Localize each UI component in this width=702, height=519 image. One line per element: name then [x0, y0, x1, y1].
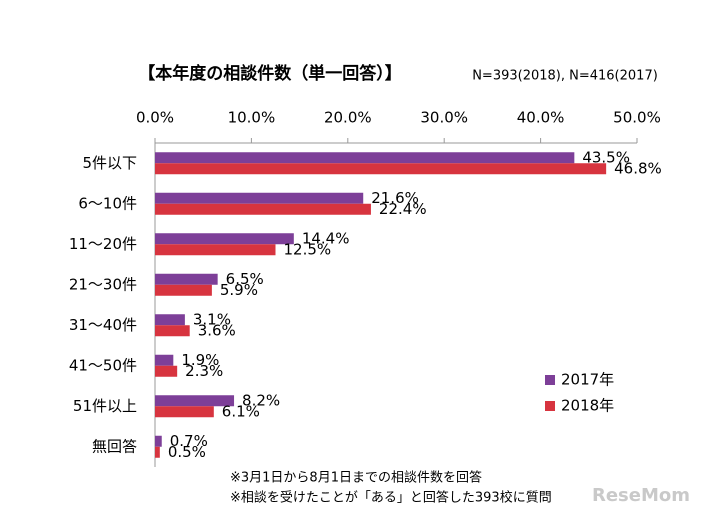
value-label: 21.6% — [371, 189, 419, 207]
y-tick-label: 21～30件 — [69, 275, 137, 293]
value-label: 6.1% — [222, 402, 260, 420]
y-tick-label: 6～10件 — [78, 194, 137, 212]
value-label: 6.5% — [226, 270, 264, 288]
bar — [155, 365, 178, 377]
bar — [155, 273, 218, 285]
value-label: 14.4% — [302, 229, 350, 247]
y-tick-label: 11～20件 — [69, 235, 137, 253]
value-label: 1.9% — [181, 351, 219, 369]
value-label: 22.4% — [379, 200, 427, 218]
bar — [155, 325, 190, 337]
y-tick-label: 41～50件 — [69, 356, 137, 374]
value-label: 0.5% — [168, 443, 206, 461]
value-label: 5.9% — [220, 281, 258, 299]
legend-swatch — [545, 375, 555, 385]
watermark: ReseMom — [592, 485, 690, 506]
x-tick-label: 0.0% — [136, 109, 174, 127]
note: ※3月1日から8月1日までの相談件数を回答 — [230, 470, 482, 486]
y-tick-label: 31～40件 — [69, 316, 137, 334]
value-label: 12.5% — [284, 240, 332, 258]
bar — [155, 203, 371, 215]
bar — [155, 406, 214, 418]
bar — [155, 233, 294, 245]
bar — [155, 244, 276, 256]
y-tick-label: 5件以下 — [82, 154, 137, 172]
chart-title: 【本年度の相談件数（単一回答）】 — [138, 63, 402, 84]
x-tick-label: 10.0% — [228, 109, 276, 127]
bar — [155, 395, 235, 407]
y-tick-label: 51件以上 — [73, 397, 137, 415]
bar — [155, 354, 174, 366]
note: ※相談を受けたことが「ある」と回答した393校に質問 — [230, 490, 552, 506]
x-tick-label: 50.0% — [613, 109, 661, 127]
value-label: 43.5% — [582, 148, 630, 166]
bar — [155, 152, 575, 164]
value-label: 46.8% — [614, 159, 662, 177]
value-label: 3.1% — [193, 310, 231, 328]
x-tick-label: 30.0% — [420, 109, 468, 127]
legend-label: 2018年 — [561, 397, 614, 415]
bar — [155, 435, 162, 447]
bar — [155, 284, 212, 296]
x-tick-label: 40.0% — [517, 109, 565, 127]
legend-swatch — [545, 401, 555, 411]
chart-subtitle: N=393(2018), N=416(2017) — [472, 69, 658, 84]
bar — [155, 446, 160, 458]
bar — [155, 192, 364, 204]
value-label: 3.6% — [198, 321, 236, 339]
value-label: 2.3% — [185, 362, 223, 380]
y-tick-label: 無回答 — [92, 437, 137, 455]
value-label: 8.2% — [242, 391, 280, 409]
bar — [155, 163, 607, 175]
value-label: 0.7% — [170, 432, 208, 450]
legend-label: 2017年 — [561, 371, 614, 389]
x-tick-label: 20.0% — [324, 109, 372, 127]
bar — [155, 314, 185, 326]
